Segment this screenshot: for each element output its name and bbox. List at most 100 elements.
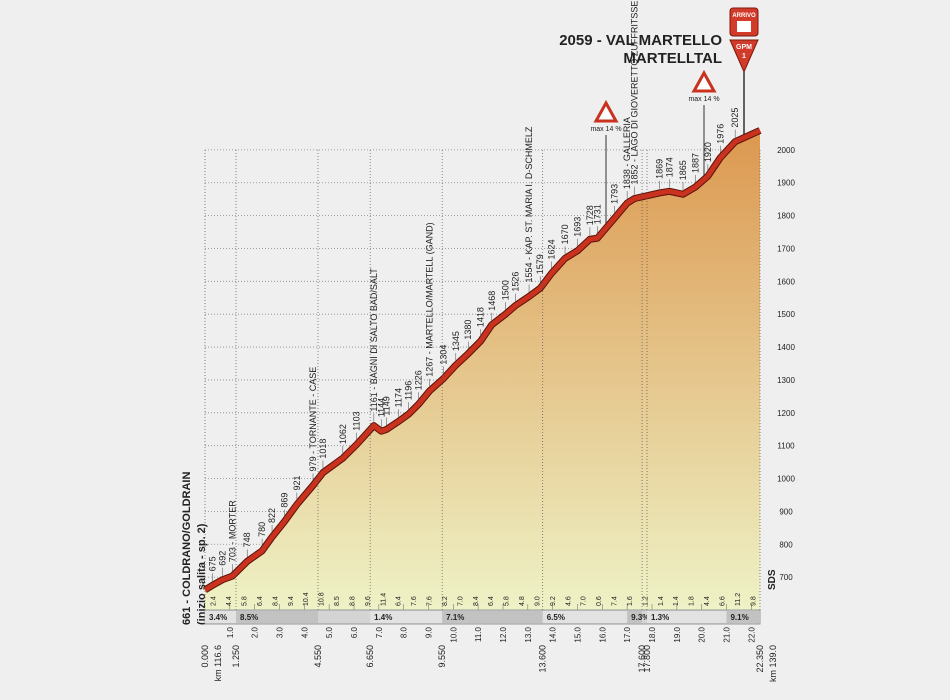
sector-band xyxy=(236,611,318,623)
x-tick-label: 22.0 xyxy=(747,626,756,642)
segment-gradient: 1.4 xyxy=(658,596,665,606)
altitude-label: 1554 - KAP. ST. MARIA I. D-SCHMELZ xyxy=(524,126,534,282)
sector-band xyxy=(542,611,643,623)
segment-gradient: 1.6 xyxy=(627,596,634,606)
x-tick-label: 1.0 xyxy=(226,626,235,638)
segment-gradient: 8.4 xyxy=(473,596,480,606)
x-tick-label: 15.0 xyxy=(573,626,582,642)
sector-band xyxy=(205,611,237,623)
finish-title: 2059 - VAL MARTELLO xyxy=(559,32,722,49)
end-km: km 139.0 xyxy=(768,645,778,682)
altitude-label: 1345 xyxy=(451,331,461,351)
finish-sign: ARRIVO xyxy=(732,13,756,19)
segment-gradient: 1.8 xyxy=(689,596,696,606)
altitude-label: 692 xyxy=(217,551,227,566)
segment-gradient: 4.4 xyxy=(704,596,711,606)
x-tick-label: 9.0 xyxy=(424,626,433,638)
altitude-label: 675 xyxy=(207,556,217,571)
gpm-category: 1 xyxy=(742,53,746,60)
altitude-label: 2025 xyxy=(730,108,740,128)
segment-gradient: 4.4 xyxy=(226,596,233,606)
altitude-label: 1149 xyxy=(381,396,391,415)
altitude-label: 1380 xyxy=(463,320,473,340)
sector-label: 9.1% xyxy=(730,613,748,622)
segment-gradient: 0.6 xyxy=(596,596,603,606)
altitude-label: 1976 xyxy=(715,124,725,144)
altitude-label: 1196 xyxy=(404,381,414,400)
segment-gradient: 7.0 xyxy=(581,596,588,606)
segment-gradient: 8.8 xyxy=(349,596,356,606)
km-point-label: 22.350 xyxy=(755,645,765,673)
x-tick-label: 20.0 xyxy=(698,626,707,642)
segment-gradient: 8.4 xyxy=(272,596,279,606)
y-tick-label: 1300 xyxy=(777,376,795,385)
altitude-label: 1874 xyxy=(664,157,674,177)
x-tick-label: 7.0 xyxy=(375,626,384,638)
sector-label: 1.4% xyxy=(374,613,392,622)
segment-gradient: 6.6 xyxy=(719,596,726,606)
segment-gradient: 6.4 xyxy=(488,596,495,606)
y-tick-label: 1900 xyxy=(777,179,795,188)
altitude-label: 1161 - BAGNI DI SALTO BAD/SALT xyxy=(369,268,379,412)
altitude-label: 1670 xyxy=(560,224,570,244)
altitude-label: 1062 xyxy=(338,424,348,444)
segment-gradient: 9.6 xyxy=(365,596,372,606)
x-tick-label: 19.0 xyxy=(673,626,682,642)
sector-label: 9.3% xyxy=(631,613,649,622)
y-tick-label: 1000 xyxy=(777,475,795,484)
sector-label: 8.5% xyxy=(240,613,258,622)
segment-gradient: 9.0 xyxy=(534,596,541,606)
x-tick-label: 14.0 xyxy=(549,626,558,642)
y-tick-label: 900 xyxy=(779,507,793,516)
x-tick-label: 17.0 xyxy=(623,626,632,642)
km-point-label: 9.550 xyxy=(437,645,447,668)
segment-gradient: 4.8 xyxy=(519,596,526,606)
x-tick-label: 18.0 xyxy=(648,626,657,642)
km-point-label: 13.600 xyxy=(538,645,548,673)
warning-text: max 14 % xyxy=(688,96,719,103)
y-tick-label: 2000 xyxy=(777,146,795,155)
segment-gradient: 7.4 xyxy=(612,596,619,606)
altitude-label: 822 xyxy=(267,508,277,523)
warning-text: max 14 % xyxy=(590,126,621,133)
altitude-label: 748 xyxy=(242,532,252,547)
segment-gradient: 1.2 xyxy=(642,596,649,606)
x-tick-label: 2.0 xyxy=(251,626,260,638)
km-point-label: 17.600 xyxy=(637,645,647,673)
altitude-label: 869 xyxy=(279,493,289,508)
altitude-label: 1018 xyxy=(318,439,328,459)
altitude-label: 1920 xyxy=(703,142,713,162)
y-tick-label: 1600 xyxy=(777,277,795,286)
segment-gradient: 9.2 xyxy=(550,596,557,606)
sector-label: 3.4% xyxy=(209,613,227,622)
x-tick-label: 16.0 xyxy=(598,626,607,642)
altitude-label: 703 - MORTER xyxy=(227,500,237,562)
altitude-label: 1267 - MARTELLO/MARTELL (GAND) xyxy=(425,222,435,376)
sector-label: 6.5% xyxy=(547,613,565,622)
start-label: 661 - COLDRANO/GOLDRAIN xyxy=(181,472,193,625)
start-km: km 116.6 xyxy=(213,645,223,681)
y-tick-label: 1700 xyxy=(777,244,795,253)
altitude-label: 1579 xyxy=(535,254,545,274)
segment-gradient: 10.4 xyxy=(303,592,310,606)
warning-icon: max 14 % xyxy=(688,69,720,185)
sector-label: 7.1% xyxy=(446,613,464,622)
segment-gradient: 1.4 xyxy=(673,596,680,606)
y-tick-label: 800 xyxy=(779,540,793,549)
segment-gradient: 11.4 xyxy=(380,593,387,606)
altitude-label: 1869 xyxy=(654,159,664,179)
segment-gradient: 4.6 xyxy=(565,596,572,606)
segment-gradient: 2.4 xyxy=(211,596,218,606)
altitude-label: 1624 xyxy=(546,239,556,259)
altitude-label: 1103 xyxy=(351,411,361,430)
y-tick-label: 700 xyxy=(779,573,793,582)
sector-band xyxy=(726,611,760,623)
segment-gradient: 11.2 xyxy=(735,593,742,606)
profile-line xyxy=(203,128,762,593)
altitude-label: 1865 xyxy=(678,160,688,180)
segment-gradient: 7.0 xyxy=(457,596,464,606)
x-tick-label: 4.0 xyxy=(300,626,309,638)
sector-band xyxy=(370,611,443,623)
segment-gradient: 9.4 xyxy=(288,596,295,606)
altitude-label: 1728 xyxy=(585,205,595,225)
